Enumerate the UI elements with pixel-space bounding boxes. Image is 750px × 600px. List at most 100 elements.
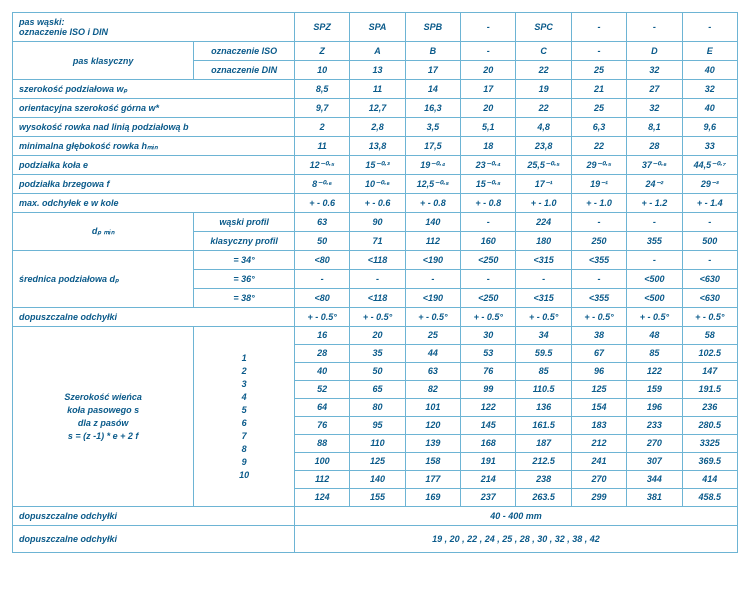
header-narrow-label: pas wąski: oznaczenie ISO i DIN — [13, 13, 295, 42]
rim-8-7: 414 — [682, 471, 737, 489]
cell-6-5: + - 1.0 — [571, 194, 626, 213]
cell-6-1: + - 0.6 — [350, 194, 405, 213]
cell-0-3: 17 — [461, 80, 516, 99]
dpc-7: 500 — [682, 232, 737, 251]
d00: <80 — [294, 251, 349, 270]
iso-4: C — [516, 42, 571, 61]
rim-label: Szerokość wieńca koła pasowego s dla z p… — [13, 327, 194, 507]
rim-5-5: 183 — [571, 417, 626, 435]
cell-3-2: 17,5 — [405, 137, 460, 156]
row-label-3: minimalna głębokość rowka hₘᵢₙ — [13, 137, 295, 156]
t1-4: + - 0.5° — [516, 308, 571, 327]
rim-4-2: 101 — [405, 399, 460, 417]
cell-3-5: 22 — [571, 137, 626, 156]
cell-5-7: 29⁻³ — [682, 175, 737, 194]
hdr-spb: SPB — [405, 13, 460, 42]
d07: - — [682, 251, 737, 270]
rim-7-4: 212.5 — [516, 453, 571, 471]
rim-3-6: 159 — [627, 381, 682, 399]
cell-2-3: 5,1 — [461, 118, 516, 137]
cell-4-4: 25,5⁻⁰·⁵ — [516, 156, 571, 175]
rim-2-4: 85 — [516, 363, 571, 381]
rim-1-5: 67 — [571, 345, 626, 363]
cell-2-5: 6,3 — [571, 118, 626, 137]
rim-3-5: 125 — [571, 381, 626, 399]
din-1: 13 — [350, 61, 405, 80]
cell-0-7: 32 — [682, 80, 737, 99]
d06: - — [627, 251, 682, 270]
cell-4-2: 19⁻⁰·⁴ — [405, 156, 460, 175]
rim-2-5: 96 — [571, 363, 626, 381]
header-iso-label: oznaczenie ISO — [194, 42, 295, 61]
cell-6-3: + - 0.8 — [461, 194, 516, 213]
rim-9-2: 169 — [405, 489, 460, 507]
cell-3-1: 13,8 — [350, 137, 405, 156]
din-7: 40 — [682, 61, 737, 80]
t1-6: + - 0.5° — [627, 308, 682, 327]
rim-4-3: 122 — [461, 399, 516, 417]
rim-0-1: 20 — [350, 327, 405, 345]
cell-0-1: 11 — [350, 80, 405, 99]
cell-2-6: 8,1 — [627, 118, 682, 137]
dpn-2: 140 — [405, 213, 460, 232]
din-0: 10 — [294, 61, 349, 80]
din-6: 32 — [627, 61, 682, 80]
d21: <118 — [350, 289, 405, 308]
cell-5-5: 19⁻¹ — [571, 175, 626, 194]
cell-6-6: + - 1.2 — [627, 194, 682, 213]
iso-2: B — [405, 42, 460, 61]
rim-5-3: 145 — [461, 417, 516, 435]
rim-6-7: 3325 — [682, 435, 737, 453]
d22: <190 — [405, 289, 460, 308]
rim-8-5: 270 — [571, 471, 626, 489]
rim-6-5: 212 — [571, 435, 626, 453]
dia-s0: = 34° — [194, 251, 295, 270]
d03: <250 — [461, 251, 516, 270]
cell-4-3: 23⁻⁰·⁴ — [461, 156, 516, 175]
cell-5-4: 17⁻¹ — [516, 175, 571, 194]
d16: <500 — [627, 270, 682, 289]
rim-1-3: 53 — [461, 345, 516, 363]
rim-1-4: 59.5 — [516, 345, 571, 363]
d02: <190 — [405, 251, 460, 270]
cell-0-5: 21 — [571, 80, 626, 99]
cell-4-5: 29⁻⁰·⁵ — [571, 156, 626, 175]
cell-4-0: 12⁻⁰·⁵ — [294, 156, 349, 175]
cell-0-4: 19 — [516, 80, 571, 99]
rim-0-4: 34 — [516, 327, 571, 345]
row-label-2: wysokość rowka nad linią podziałową b — [13, 118, 295, 137]
rim-1-6: 85 — [627, 345, 682, 363]
rim-4-1: 80 — [350, 399, 405, 417]
rim-3-4: 110.5 — [516, 381, 571, 399]
cell-0-2: 14 — [405, 80, 460, 99]
iso-1: A — [350, 42, 405, 61]
dpn-1: 90 — [350, 213, 405, 232]
row-label-0: szerokość podziałowa wₚ — [13, 80, 295, 99]
rim-3-0: 52 — [294, 381, 349, 399]
rim-0-7: 58 — [682, 327, 737, 345]
dpc-6: 355 — [627, 232, 682, 251]
rim-9-0: 124 — [294, 489, 349, 507]
row-label-4: podziałka koła e — [13, 156, 295, 175]
rim-6-4: 187 — [516, 435, 571, 453]
dpc-1: 71 — [350, 232, 405, 251]
dpc-3: 160 — [461, 232, 516, 251]
cell-5-3: 15⁻⁰·⁸ — [461, 175, 516, 194]
rim-2-6: 122 — [627, 363, 682, 381]
d15: - — [571, 270, 626, 289]
rim-8-0: 112 — [294, 471, 349, 489]
cell-3-7: 33 — [682, 137, 737, 156]
dpmin-label: dₚ ₘᵢₙ — [13, 213, 194, 251]
d04: <315 — [516, 251, 571, 270]
cell-6-2: + - 0.8 — [405, 194, 460, 213]
d20: <80 — [294, 289, 349, 308]
rim-7-2: 158 — [405, 453, 460, 471]
t1-2: + - 0.5° — [405, 308, 460, 327]
dia-s1: = 36° — [194, 270, 295, 289]
cell-3-0: 11 — [294, 137, 349, 156]
cell-5-0: 8⁻⁰·⁶ — [294, 175, 349, 194]
t1-0: + - 0.5° — [294, 308, 349, 327]
rim-5-2: 120 — [405, 417, 460, 435]
rim-1-7: 102.5 — [682, 345, 737, 363]
cell-6-7: + - 1.4 — [682, 194, 737, 213]
